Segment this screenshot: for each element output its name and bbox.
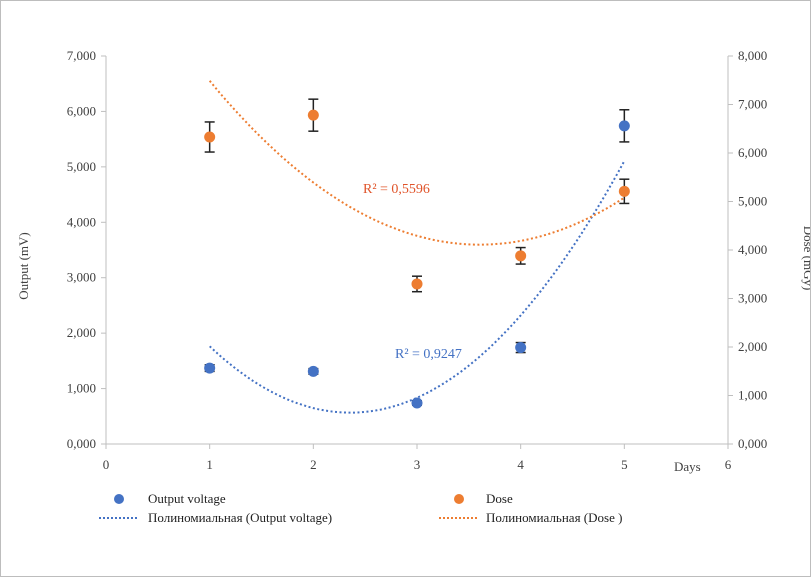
x-tick-label: 4: [517, 457, 524, 472]
r2-label-dose: R² = 0,5596: [363, 182, 430, 197]
y-axis-right-title: Dose (mGy): [801, 226, 810, 291]
y-right-tick-label: 1,000: [738, 388, 767, 403]
data-point-output-voltage: [618, 120, 630, 132]
data-point-dose: [307, 109, 319, 121]
y-right-tick-label: 0,000: [738, 436, 767, 451]
data-point-dose: [618, 185, 630, 197]
y-left-tick-label: 4,000: [67, 214, 96, 229]
data-points: [204, 109, 630, 409]
legend: Output voltage Dose Полиномиальная (Outp…: [99, 491, 622, 525]
axes: 0 1 2 3 4 5 6 0,000 1,000 2,000 3,000 4,000 5,000 6,0…: [67, 48, 768, 472]
y-left-tick-label: 7,000: [67, 48, 96, 63]
data-point-output-voltage: [515, 342, 527, 354]
legend-label-trend-output-voltage: Полиномиальная (Output voltage): [148, 510, 332, 525]
y-right-tick-label: 7,000: [738, 97, 767, 112]
y-right-tick-label: 8,000: [738, 48, 767, 63]
y-right-tick-label: 4,000: [738, 242, 767, 257]
y-left-tick-label: 1,000: [67, 381, 96, 396]
data-point-dose: [515, 250, 527, 262]
r2-labels: R² = 0,5596 R² = 0,9247: [363, 182, 462, 362]
y-left-tick-label: 2,000: [67, 325, 96, 340]
trendlines: [208, 80, 626, 414]
y-right-tick-label: 5,000: [738, 194, 767, 209]
x-tick-label: 6: [725, 457, 732, 472]
legend-marker-dose: [454, 494, 464, 504]
y-left-tick-label: 6,000: [67, 103, 96, 118]
legend-label-dose: Dose: [486, 491, 513, 506]
trendline-dose: [208, 80, 625, 246]
y-right-tick-label: 6,000: [738, 145, 767, 160]
legend-label-output-voltage: Output voltage: [148, 491, 226, 506]
y-left-tick-label: 3,000: [67, 270, 96, 285]
legend-marker-output-voltage: [114, 494, 124, 504]
x-tick-label: 2: [310, 457, 317, 472]
data-point-output-voltage: [411, 397, 423, 409]
y-left-tick-label: 0,000: [67, 436, 96, 451]
y-axis-left-title: Output (mV): [16, 232, 31, 300]
x-axis-title: Days: [674, 459, 701, 474]
data-point-dose: [204, 131, 216, 143]
x-tick-label: 0: [103, 457, 110, 472]
x-tick-label: 3: [414, 457, 421, 472]
data-point-output-voltage: [204, 362, 216, 374]
y-right-tick-label: 3,000: [738, 291, 767, 306]
x-tick-label: 1: [206, 457, 213, 472]
legend-label-trend-dose: Полиномиальная (Dose ): [486, 510, 622, 525]
data-point-dose: [411, 278, 423, 290]
y-left-tick-label: 5,000: [67, 159, 96, 174]
r2-label-output-voltage: R² = 0,9247: [395, 347, 462, 362]
x-tick-label: 5: [621, 457, 628, 472]
data-point-output-voltage: [307, 365, 319, 377]
y-right-tick-label: 2,000: [738, 339, 767, 354]
